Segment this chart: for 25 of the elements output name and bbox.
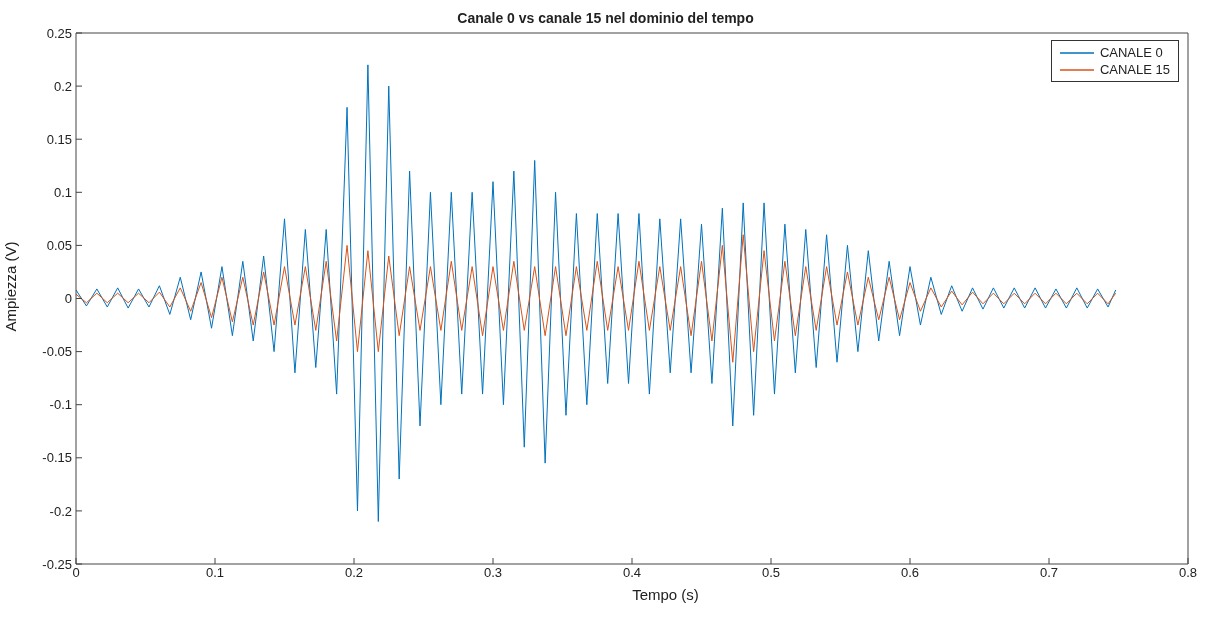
- x-tick-label: 0.2: [344, 565, 364, 581]
- y-tick-label: -0.05: [42, 344, 72, 360]
- x-tick-label: 0.7: [1039, 565, 1059, 581]
- x-tick-label: 0.4: [622, 565, 642, 581]
- line-series: [76, 234, 1117, 363]
- x-tick-label: 0.5: [761, 565, 781, 581]
- x-tick-label: 0.1: [205, 565, 225, 581]
- y-tick-label: 0.05: [46, 238, 72, 254]
- y-tick-label: -0.15: [42, 450, 72, 466]
- y-tick-label: 0.1: [53, 184, 72, 200]
- y-tick-label: 0.2: [53, 78, 72, 94]
- y-tick-label: -0.2: [49, 503, 72, 519]
- y-tick-label: 0.25: [46, 25, 72, 41]
- y-tick-label: 0.15: [46, 131, 72, 147]
- y-tick-label: -0.25: [42, 556, 72, 572]
- x-tick-label: 0.6: [900, 565, 920, 581]
- legend-label: CANALE 0: [1099, 44, 1163, 61]
- legend-label: CANALE 15: [1099, 61, 1170, 78]
- x-tick-label: 0.3: [483, 565, 503, 581]
- x-tick-label: 0.8: [1178, 565, 1198, 581]
- y-tick-label: -0.1: [49, 397, 72, 413]
- y-axis-title: Ampiezza (V): [1, 241, 19, 332]
- y-tick-label: 0: [64, 291, 72, 307]
- x-axis-title: Tempo (s): [631, 586, 700, 603]
- chart-title: Canale 0 vs canale 15 nel dominio del tempo: [456, 10, 755, 26]
